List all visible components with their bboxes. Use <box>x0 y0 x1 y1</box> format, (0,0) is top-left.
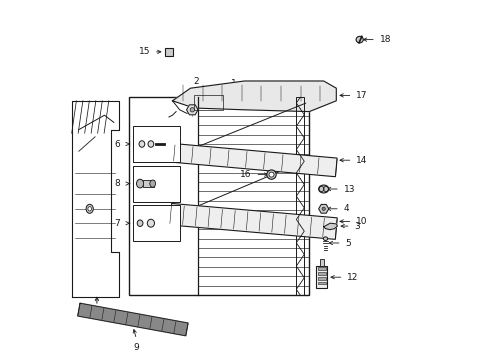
Ellipse shape <box>139 141 144 147</box>
Bar <box>194 95 223 110</box>
Text: 16: 16 <box>240 170 251 179</box>
Bar <box>317 267 325 270</box>
Ellipse shape <box>323 237 327 240</box>
Polygon shape <box>173 144 336 177</box>
Text: 7: 7 <box>114 219 120 228</box>
Polygon shape <box>78 303 188 336</box>
Ellipse shape <box>137 220 142 226</box>
Text: 18: 18 <box>379 35 390 44</box>
Bar <box>317 277 325 280</box>
Text: 2: 2 <box>193 77 198 86</box>
Text: 1: 1 <box>230 79 236 88</box>
Bar <box>320 259 323 266</box>
Ellipse shape <box>318 185 328 193</box>
Bar <box>316 266 326 288</box>
Ellipse shape <box>355 36 363 43</box>
Ellipse shape <box>268 172 273 177</box>
Polygon shape <box>169 203 337 239</box>
Ellipse shape <box>190 108 194 112</box>
Text: 13: 13 <box>343 185 354 194</box>
Text: 5: 5 <box>345 239 350 248</box>
Bar <box>133 126 179 162</box>
Polygon shape <box>318 204 328 213</box>
Ellipse shape <box>322 207 325 211</box>
Text: 3: 3 <box>354 222 359 231</box>
Polygon shape <box>186 105 198 115</box>
Text: 17: 17 <box>355 91 367 100</box>
Bar <box>296 97 304 295</box>
Bar <box>129 97 309 295</box>
Text: 9: 9 <box>133 343 139 352</box>
Bar <box>133 166 179 202</box>
Ellipse shape <box>148 141 153 147</box>
Ellipse shape <box>149 180 155 187</box>
Polygon shape <box>323 223 337 230</box>
Text: 6: 6 <box>114 140 120 149</box>
Text: 15: 15 <box>139 48 150 57</box>
Text: 10: 10 <box>355 217 367 226</box>
Bar <box>133 205 179 241</box>
Ellipse shape <box>136 179 143 188</box>
Bar <box>142 180 153 187</box>
Text: 4: 4 <box>343 204 348 213</box>
Polygon shape <box>172 81 336 112</box>
Bar <box>317 272 325 275</box>
Text: 11: 11 <box>91 310 102 319</box>
Ellipse shape <box>86 204 93 213</box>
Text: 12: 12 <box>346 273 358 282</box>
Text: 8: 8 <box>114 179 120 188</box>
Bar <box>164 48 172 56</box>
Ellipse shape <box>266 170 276 179</box>
Ellipse shape <box>147 219 154 227</box>
Text: 14: 14 <box>355 156 366 165</box>
Bar <box>317 282 325 284</box>
Ellipse shape <box>88 207 91 211</box>
